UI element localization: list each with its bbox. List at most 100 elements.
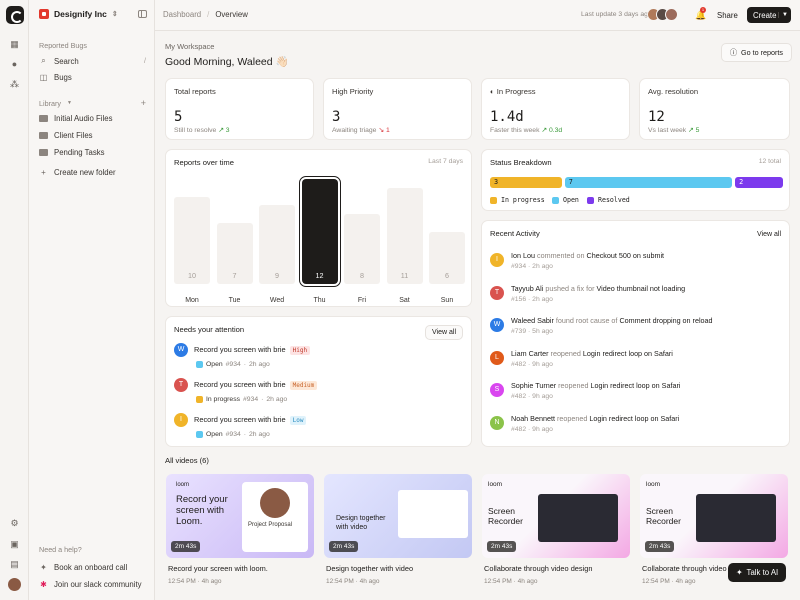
page-subtitle: My Workspace [165,42,215,51]
avatar: T [490,285,504,300]
activity-item[interactable]: Liam Carter reopened Login redirect loop… [511,349,673,358]
video-card[interactable]: Design together with video 2m 43s Design… [324,474,472,585]
book-call-link[interactable]: ✦ Book an onboard call [39,563,146,572]
separator: · [526,360,533,368]
activity-target: Checkout 500 on submit [586,251,665,260]
top-bar: Dashboard / Overview Last update 3 days ag… [155,0,800,31]
activity-view-all-button[interactable]: View all [757,231,781,238]
sidebar-item-search[interactable]: ⌕ Search / [39,56,146,66]
separator: · [261,396,264,403]
video-duration: 2m 43s [487,541,517,552]
separator: · [526,393,533,400]
status-segment[interactable]: 7 [564,177,733,188]
status-segment[interactable]: 2 [735,177,783,188]
gift-icon[interactable]: ▣ [10,539,19,549]
video-card[interactable]: loom Record your screen with Loom. Proje… [166,474,314,585]
item-id: #482 [511,360,527,368]
create-folder-button[interactable]: + Create new folder [39,168,146,177]
video-thumbnail[interactable]: loom Record your screen with Loom. Proje… [166,474,314,558]
stat-card-resolution: Avg. resolution 12 Vs last week ↗ 5 [639,78,790,140]
priority-tag: Medium [289,380,318,390]
bar-value-label: 11 [400,271,409,280]
item-id: #934 [243,396,259,403]
dashboard-icon[interactable]: ▦ [10,39,19,49]
sidebar-item-folder[interactable]: Initial Audio Files [39,114,146,123]
attention-panel: Needs your attention View all W Record yo… [165,316,472,447]
workspace-switcher[interactable]: Designify Inc ⇕ [39,9,118,19]
avatar: L [490,350,504,365]
activity-item[interactable]: Noah Bennett reopened Login redirect loo… [511,414,679,423]
chart-bar[interactable]: 12 [298,176,341,287]
feedback-icon[interactable]: ▤ [10,559,19,569]
video-thumbnail[interactable]: loom Screen Recorder 2m 43s [640,474,788,558]
status-label: In progress [206,396,241,403]
chart-bar[interactable]: 10 [174,196,210,284]
attention-item-title[interactable]: Record you screen with brie Medium [194,380,318,390]
help-title: Need a help? [39,545,82,554]
thumb-subtext: Project Proposal [248,522,293,528]
breadcrumb-root[interactable]: Dashboard [163,10,202,19]
video-title: Collaborate through video design [484,564,593,573]
thumb-text: Record your screen with Loom. [176,494,228,527]
video-duration: 2m 43s [329,541,359,552]
item-time: 9h ago [532,425,553,433]
info-icon[interactable]: ● [11,59,18,69]
activity-verb: commented on [536,251,585,260]
video-meta: 12:54 PM · 4h ago [642,578,696,585]
talk-to-ai-button[interactable]: ✦ Talk to AI [728,563,787,582]
bar-value-label: 7 [232,271,237,280]
chart-bar[interactable]: 6 [429,231,465,284]
stat-card-priority: High Priority 3 Awaiting triage ↘ 1 [323,78,472,140]
create-button[interactable]: Create ▼ [747,7,791,23]
user-avatar[interactable] [8,578,21,591]
collapse-sidebar-icon[interactable] [138,10,147,18]
attention-item-text: Record you screen with brie [194,345,286,354]
activity-item[interactable]: Tayyub Ali pushed a fix for Video thumbn… [511,284,685,293]
video-thumbnail[interactable]: loom Screen Recorder 2m 43s [482,474,630,558]
status-segment[interactable]: 3 [490,177,562,188]
attention-item-title[interactable]: Record you screen with brie High [194,345,311,355]
avatar: I [174,413,188,427]
collaborator-avatars[interactable] [647,8,678,21]
video-thumbnail[interactable]: Design together with video 2m 43s [324,474,472,558]
separator: · [243,361,247,368]
icon-rail: ▦ ● ⁂ ⚙ ▣ ▤ [0,0,29,600]
item-id: #934 [225,431,241,438]
activity-item[interactable]: Ion Lou commented on Checkout 500 on sub… [511,251,664,260]
go-to-reports-button[interactable]: ⓘ Go to reports [720,43,792,62]
bell-icon[interactable]: 🔔 1 [695,7,707,20]
add-library-icon[interactable]: + [140,98,146,108]
sparkle-icon: ✦ [40,563,47,572]
chevron-down-icon[interactable]: ▼ [778,12,791,18]
main-content: My Workspace Good Morning, Waleed 👋🏻 ⓘ G… [155,31,800,600]
activity-item[interactable]: Sophie Turner reopened Login redirect lo… [511,381,680,390]
chart-bar[interactable]: 11 [386,187,423,284]
video-card[interactable]: loom Screen Recorder 2m 43s Collaborate … [482,474,630,585]
page-title: Good Morning, Waleed 👋🏻 [165,56,289,68]
stat-sub: Awaiting triage ↘ 1 [332,127,390,134]
search-icon: ⌕ [41,56,46,65]
chart-range[interactable]: Last 7 days [428,158,463,165]
sidebar-item-folder[interactable]: Pending Tasks [39,148,146,157]
team-icon[interactable]: ⁂ [10,79,19,89]
activity-verb: found root cause of [555,316,618,325]
share-button[interactable]: Share [717,11,738,20]
settings-icon[interactable]: ⚙ [10,518,19,528]
video-card[interactable]: loom Screen Recorder 2m 43s Collaborate … [640,474,788,585]
sidebar-item-folder[interactable]: Client Files [39,131,146,140]
section-library[interactable]: Library ▼ + [39,98,146,108]
chevron-down-icon: ▼ [66,100,72,106]
x-tick-label: Fri [357,297,367,304]
chart-bar[interactable]: 7 [216,222,253,284]
attention-item-text: Record you screen with brie [194,415,286,424]
status-dot [196,431,203,438]
chart-bar[interactable]: 9 [259,205,295,284]
attention-item-title[interactable]: Record you screen with brie Low [194,415,307,425]
slack-link[interactable]: ✱ Join our slack community [39,580,146,589]
app-logo[interactable] [6,6,24,24]
chart-bar[interactable]: 8 [344,214,380,284]
activity-item[interactable]: Waleed Sabir found root cause of Comment… [511,316,713,325]
sidebar-item-bugs[interactable]: ◫ Bugs [39,73,146,82]
info-icon: ⓘ [729,47,738,57]
attention-view-all-button[interactable]: View all [425,325,463,340]
